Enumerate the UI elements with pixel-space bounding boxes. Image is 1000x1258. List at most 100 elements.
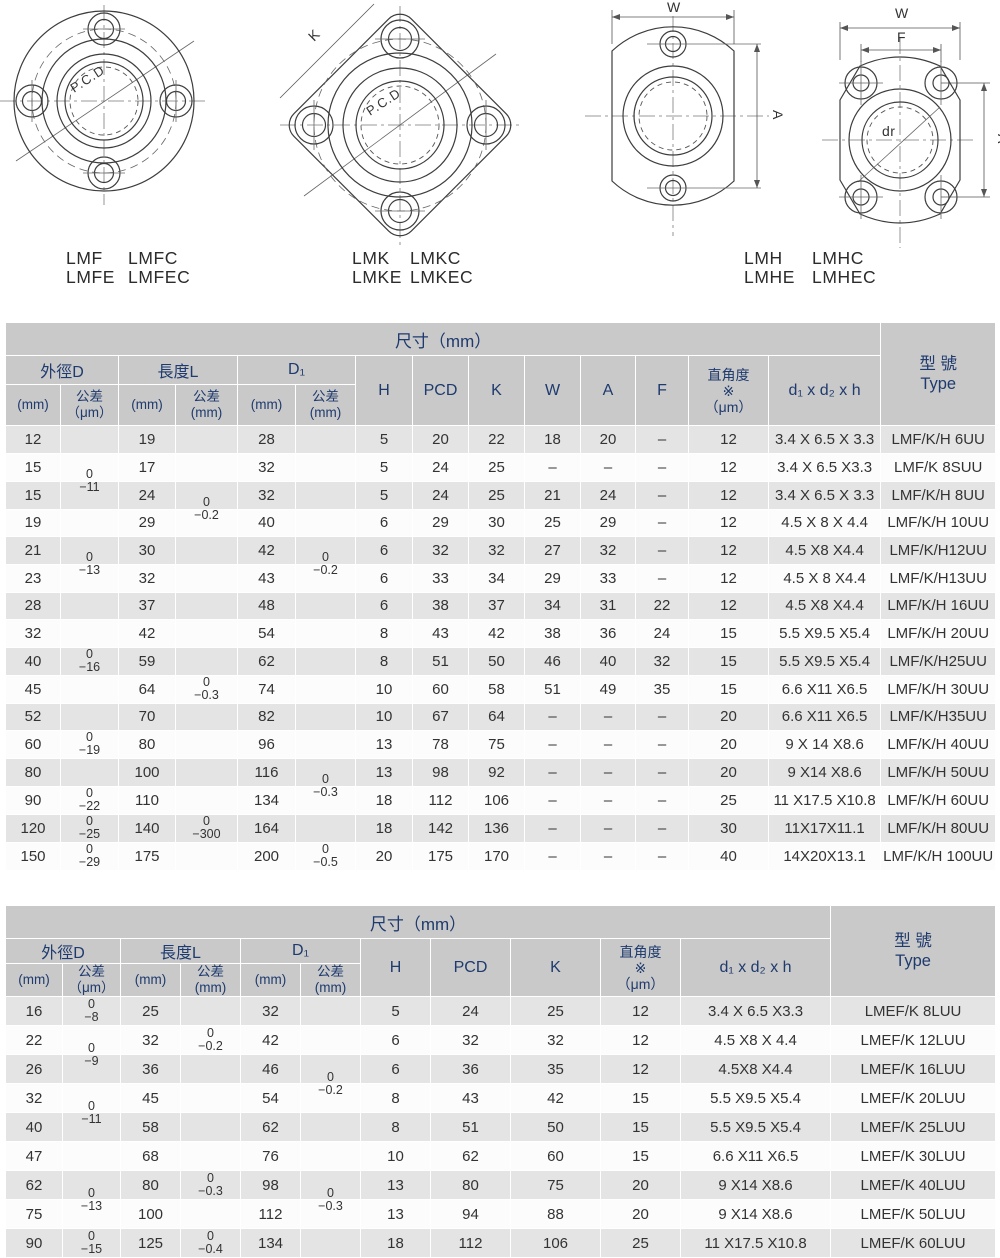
- table-cell: 6.6 X11 X6.5: [767, 674, 882, 704]
- table-cell: 30: [468, 508, 525, 537]
- table-cell: 0 −0.5: [295, 842, 356, 871]
- table-cell: 6: [355, 591, 413, 620]
- table-cell: 13: [355, 758, 413, 787]
- table-cell: 54: [240, 1083, 301, 1113]
- table-cell: 24: [580, 480, 636, 510]
- table-cell: 15: [688, 646, 769, 676]
- table-row: 60 0 −19 80 96 13 78 75– – –20 9 X 14 X8.6 LMF/K/H…: [5, 730, 997, 759]
- table-cell: 22: [635, 591, 689, 620]
- table-cell: 33: [412, 564, 469, 593]
- table-cell: 12: [688, 425, 769, 454]
- table-cell: 25: [524, 508, 581, 537]
- table-cell: –: [580, 730, 636, 759]
- table-row: 40 58 62 8 51 50 15 5.5 X9.5 X5.4 LMEF/K 25LUU: [5, 1112, 997, 1142]
- bolt-holes: [15, 12, 193, 190]
- table-cell: 0 −0.2: [295, 536, 356, 577]
- table-cell: 170: [468, 842, 525, 871]
- table-cell: [175, 425, 238, 454]
- drawing-oval-flange: dr W F: [822, 5, 1000, 248]
- table-row: 47 68 76 10 62 60 15 6.6 X11 X6.5 LMEF/K 30LUU: [5, 1141, 997, 1171]
- table-cell: 49: [580, 674, 636, 704]
- table-cell: 32: [510, 1025, 601, 1055]
- table-cell: 175: [118, 842, 176, 871]
- table-cell: 32: [430, 1025, 511, 1055]
- table-cell: LMF/K/H 60UU: [880, 786, 997, 815]
- table-cell: 32: [120, 1025, 181, 1055]
- table-cell: 98: [412, 758, 469, 787]
- table-cell: –: [524, 758, 581, 787]
- table-cell: 10: [355, 702, 413, 731]
- table-cell: 30: [688, 814, 769, 843]
- sub-mm: (mm): [118, 384, 176, 426]
- table-cell: 38: [524, 619, 581, 648]
- table-cell: –: [635, 508, 689, 537]
- table-cell: LMF/K/H 6UU: [880, 425, 997, 454]
- svg-text:A: A: [995, 134, 1000, 144]
- table-cell: 31: [580, 591, 636, 620]
- table-cell: 0 −8: [62, 996, 121, 1026]
- dim-k-label: K: [305, 26, 323, 44]
- table-cell: 32: [237, 452, 296, 482]
- table-cell: 88: [510, 1199, 601, 1229]
- table-cell: 32: [580, 536, 636, 565]
- table-cell: –: [635, 452, 689, 482]
- table-cell: [295, 425, 356, 454]
- table-cell: 51: [412, 646, 469, 676]
- table-cell: –: [580, 702, 636, 731]
- table-cell: 11 X17.5 X10.8: [767, 786, 882, 815]
- table-cell: 80: [120, 1170, 181, 1200]
- table-cell: 5.5 X9.5 X5.4: [679, 1112, 832, 1142]
- table-cell: –: [635, 564, 689, 593]
- table-cell: 11X17X11.1: [767, 814, 882, 843]
- table-cell: 5: [360, 996, 431, 1026]
- table-cell: 5.5 X9.5 X5.4: [767, 619, 882, 648]
- table-cell: 52: [5, 702, 61, 731]
- table-cell: 37: [118, 591, 176, 620]
- table-cell: 112: [430, 1228, 511, 1258]
- table-cell: LMF/K 8SUU: [880, 452, 997, 482]
- tolerance-value: 0 −16: [78, 646, 101, 674]
- table-cell: 32: [5, 619, 61, 648]
- table-cell: 15: [688, 619, 769, 648]
- col-d1: D₁: [240, 938, 361, 964]
- table-cell: 200: [237, 842, 296, 871]
- table-cell: 59: [118, 646, 176, 676]
- table1-title: 尺寸（mm）: [4, 322, 882, 356]
- table-cell: LMEF/K 30LUU: [830, 1141, 997, 1171]
- table-cell: 10: [355, 674, 413, 704]
- table-cell: [60, 591, 119, 620]
- model-labels-lmkc: LMKC LMKEC: [410, 248, 474, 287]
- table-cell: 35: [510, 1054, 601, 1084]
- table-cell: 75: [468, 730, 525, 759]
- table-cell: 90: [5, 786, 61, 815]
- sub-tolerance-mm: 公差 (mm): [300, 963, 361, 997]
- table-row: 32 0 −11 45 54 8 43 42 15 5.5 X9.5 X5.4 LMEF/K 20…: [5, 1083, 997, 1125]
- sub-mm: (mm): [5, 963, 63, 997]
- table-cell: [295, 564, 356, 593]
- table-cell: 4.5 X8 X4.4: [767, 591, 882, 620]
- table-cell: 36: [120, 1054, 181, 1084]
- table-cell: 43: [237, 564, 296, 593]
- table-cell: 22: [468, 425, 525, 454]
- table-cell: 4.5 X8 X 4.4: [679, 1025, 832, 1055]
- tolerance-value: 0 −0.5: [313, 842, 338, 869]
- table-cell: 0 −0.4: [180, 1228, 241, 1258]
- table-cell: 25: [120, 996, 181, 1026]
- table-cell: 110: [118, 786, 176, 815]
- table-cell: [295, 591, 356, 620]
- table-cell: [295, 674, 356, 704]
- table-cell: 9 X14 X8.6: [679, 1170, 832, 1200]
- table-cell: 32: [468, 536, 525, 565]
- table-cell: LMEF/K 8LUU: [830, 996, 997, 1026]
- table-cell: 15: [5, 452, 61, 482]
- table-cell: 142: [412, 814, 469, 843]
- table-cell: 51: [430, 1112, 511, 1142]
- table-cell: 6: [360, 1054, 431, 1084]
- table-cell: 0 −25: [60, 814, 119, 843]
- table-cell: 29: [524, 564, 581, 593]
- table-cell: 0 −300: [175, 814, 238, 843]
- table-cell: 6.6 X11 X6.5: [767, 702, 882, 731]
- table-cell: 3.4 X 6.5 X 3.3: [767, 425, 882, 454]
- table-cell: 46: [240, 1054, 301, 1084]
- table-cell: 24: [118, 480, 176, 510]
